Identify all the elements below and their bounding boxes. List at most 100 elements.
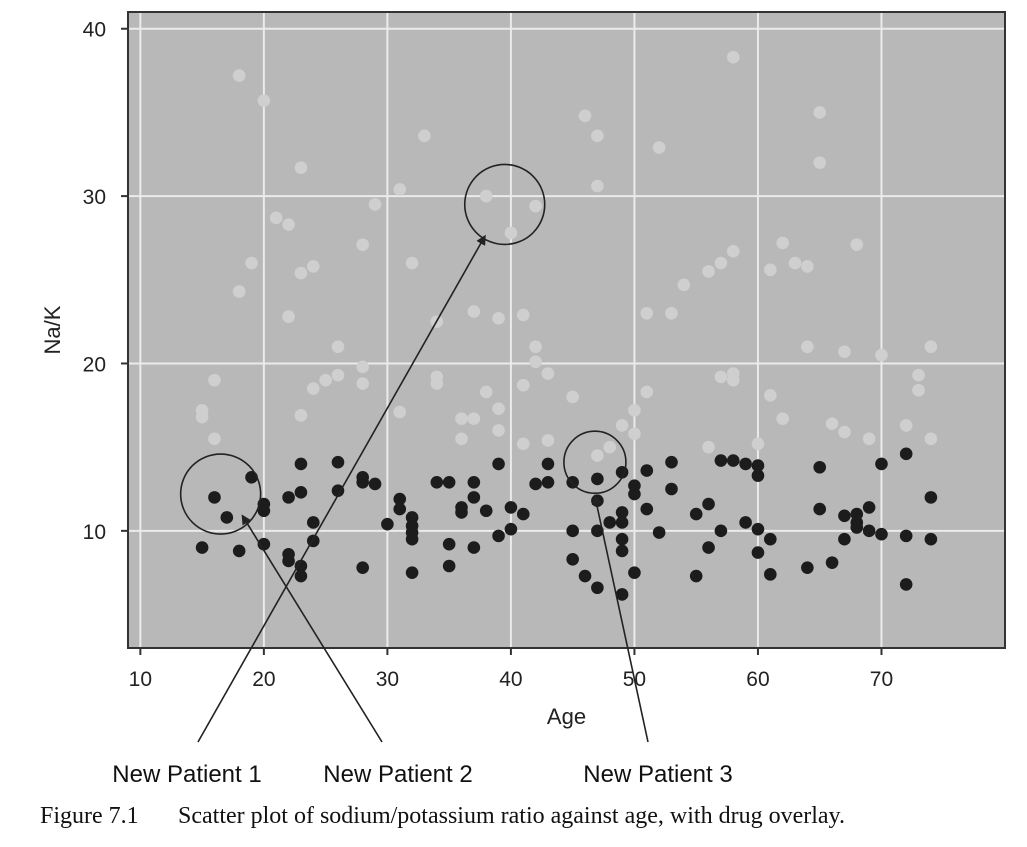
data-point-series-1 bbox=[825, 417, 839, 431]
data-point-series-1 bbox=[232, 285, 246, 298]
data-point-series-1 bbox=[726, 245, 740, 258]
data-point-series-2 bbox=[591, 472, 604, 486]
data-point-series-2 bbox=[862, 524, 876, 538]
data-point-series-2 bbox=[294, 569, 308, 583]
data-point-series-2 bbox=[516, 507, 530, 521]
data-point-series-2 bbox=[838, 532, 851, 546]
data-point-series-1 bbox=[232, 69, 246, 82]
data-point-series-1 bbox=[813, 106, 827, 119]
data-point-series-2 bbox=[615, 588, 629, 601]
data-point-series-1 bbox=[516, 308, 530, 322]
data-point-series-1 bbox=[702, 265, 715, 278]
data-point-series-1 bbox=[603, 440, 617, 454]
data-point-series-2 bbox=[208, 491, 221, 504]
data-point-series-2 bbox=[924, 532, 938, 546]
data-point-series-1 bbox=[356, 238, 369, 251]
data-point-series-1 bbox=[455, 432, 468, 446]
x-tick-label: 30 bbox=[376, 668, 399, 691]
data-point-series-1 bbox=[801, 340, 814, 354]
data-point-series-2 bbox=[479, 504, 493, 518]
y-tick-label: 20 bbox=[83, 353, 106, 376]
data-point-series-2 bbox=[492, 457, 505, 471]
data-point-series-1 bbox=[430, 377, 444, 390]
data-point-series-2 bbox=[862, 501, 876, 514]
data-point-series-1 bbox=[850, 238, 864, 251]
data-point-series-2 bbox=[467, 476, 481, 489]
data-point-series-1 bbox=[393, 183, 407, 196]
data-point-series-1 bbox=[294, 409, 308, 422]
data-point-series-2 bbox=[751, 469, 765, 482]
data-point-series-1 bbox=[924, 432, 938, 446]
data-point-series-1 bbox=[751, 437, 765, 451]
data-point-series-1 bbox=[492, 402, 505, 415]
data-point-series-2 bbox=[405, 532, 419, 546]
data-point-series-2 bbox=[393, 492, 407, 506]
data-point-series-2 bbox=[245, 470, 258, 484]
data-point-series-2 bbox=[615, 544, 629, 558]
data-point-series-2 bbox=[282, 554, 295, 568]
data-point-series-2 bbox=[356, 561, 369, 574]
data-point-series-1 bbox=[628, 427, 641, 441]
data-point-series-2 bbox=[306, 516, 320, 529]
data-point-series-2 bbox=[924, 491, 938, 504]
data-point-series-1 bbox=[245, 256, 258, 270]
data-point-series-1 bbox=[516, 437, 530, 451]
data-point-series-2 bbox=[702, 497, 715, 511]
data-point-series-2 bbox=[714, 524, 728, 538]
data-point-series-1 bbox=[368, 198, 382, 211]
data-point-series-1 bbox=[615, 419, 629, 432]
data-point-series-1 bbox=[331, 368, 345, 382]
data-point-series-2 bbox=[294, 457, 308, 471]
data-point-series-2 bbox=[368, 477, 382, 491]
data-point-series-1 bbox=[479, 189, 493, 203]
data-point-series-2 bbox=[813, 502, 827, 516]
data-point-series-2 bbox=[591, 524, 604, 538]
data-point-series-2 bbox=[541, 476, 555, 489]
data-point-series-1 bbox=[726, 373, 740, 387]
data-point-series-2 bbox=[492, 529, 505, 543]
data-point-series-2 bbox=[739, 516, 752, 529]
data-point-series-2 bbox=[764, 532, 777, 546]
data-point-series-2 bbox=[467, 541, 481, 554]
data-point-series-1 bbox=[764, 263, 777, 277]
data-point-series-2 bbox=[751, 546, 765, 559]
data-point-series-2 bbox=[702, 541, 715, 554]
data-point-series-1 bbox=[504, 226, 518, 240]
data-point-series-2 bbox=[689, 569, 703, 583]
data-point-series-1 bbox=[418, 129, 431, 143]
data-point-series-1 bbox=[788, 256, 802, 270]
data-point-series-2 bbox=[331, 455, 345, 469]
data-point-series-2 bbox=[628, 487, 641, 501]
y-tick-label: 30 bbox=[83, 186, 106, 209]
data-point-series-1 bbox=[640, 306, 654, 320]
x-tick-label: 20 bbox=[252, 668, 275, 691]
scatter-chart: 1020304050607010203040 New Patient 1New … bbox=[40, 11, 1006, 788]
patient-arrow bbox=[241, 514, 383, 743]
data-point-series-2 bbox=[875, 527, 888, 541]
figure-number: Figure 7.1 bbox=[40, 803, 139, 829]
data-point-series-2 bbox=[566, 552, 579, 566]
data-point-series-1 bbox=[838, 345, 851, 359]
data-point-series-1 bbox=[677, 278, 691, 292]
data-point-series-1 bbox=[319, 373, 332, 387]
data-point-series-1 bbox=[875, 348, 888, 362]
data-point-series-1 bbox=[714, 370, 728, 384]
data-point-series-2 bbox=[331, 484, 345, 497]
y-tick-label: 10 bbox=[83, 521, 106, 544]
patient-arrow bbox=[591, 494, 649, 743]
data-point-series-1 bbox=[628, 404, 641, 417]
patient-circle bbox=[179, 453, 262, 535]
data-point-series-1 bbox=[405, 256, 419, 270]
data-point-series-2 bbox=[381, 517, 394, 531]
data-point-series-2 bbox=[838, 509, 851, 523]
x-tick-label: 40 bbox=[499, 668, 522, 691]
patient-circle bbox=[563, 430, 627, 495]
data-point-series-2 bbox=[591, 581, 604, 595]
data-point-series-2 bbox=[442, 559, 456, 573]
data-point-series-2 bbox=[504, 522, 518, 536]
data-point-series-1 bbox=[393, 405, 407, 419]
data-point-series-1 bbox=[714, 256, 728, 270]
data-point-series-2 bbox=[220, 511, 234, 524]
data-point-series-1 bbox=[269, 211, 283, 225]
data-point-series-2 bbox=[665, 455, 678, 469]
